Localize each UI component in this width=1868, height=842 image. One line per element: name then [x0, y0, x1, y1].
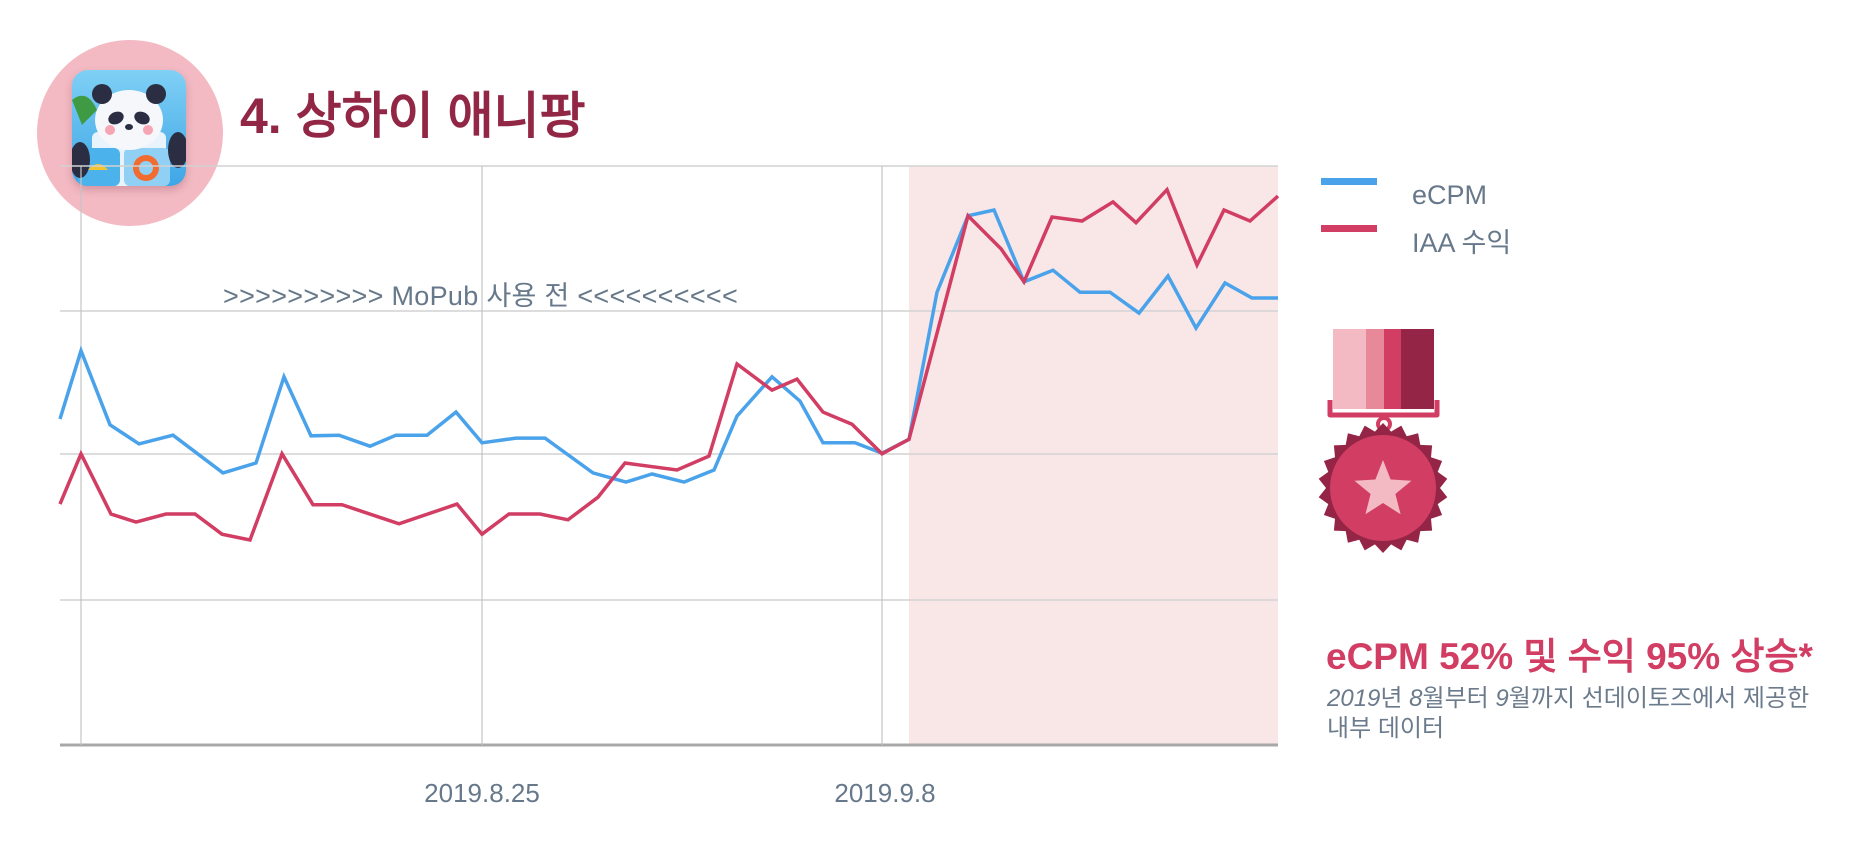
chart-gridlines [60, 165, 1278, 747]
page-title: 4. 상하이 애니팡 [240, 88, 586, 144]
legend-swatch-ecpm [1321, 178, 1377, 185]
legend-swatch-iaa [1321, 225, 1377, 232]
note-text: 년 [1380, 685, 1410, 712]
mopub-period-highlight [909, 166, 1278, 745]
data-source-note: 2019년 8월부터 9월까지 선데이토즈에서 제공한 내부 데이터 [1327, 684, 1847, 744]
iaa-revenue-line [58, 186, 1280, 543]
note-text: 월까지 선데이토즈에서 제공한 [1508, 685, 1810, 712]
note-month-start: 8 [1409, 685, 1423, 712]
medal-star-icon [1318, 329, 1448, 553]
note-text-line2: 내부 데이터 [1327, 715, 1445, 742]
note-month-end: 9 [1495, 685, 1509, 712]
result-headline: eCPM 52% 및 수익 95% 상승* [1326, 636, 1813, 677]
ecpm-line [58, 207, 1278, 484]
note-year: 2019 [1327, 685, 1381, 712]
line-chart [58, 165, 1280, 747]
note-text: 월부터 [1422, 685, 1496, 712]
x-tick-label-sep8: 2019.9.8 [834, 778, 936, 808]
panda-app-icon [72, 70, 186, 186]
legend-label-ecpm: eCPM [1412, 180, 1488, 210]
mopub-before-annotation: >>>>>>>>>> MoPub 사용 전 <<<<<<<<<< [223, 281, 739, 311]
x-tick-label-aug25: 2019.8.25 [424, 778, 540, 808]
legend-label-iaa: IAA 수익 [1412, 228, 1512, 258]
